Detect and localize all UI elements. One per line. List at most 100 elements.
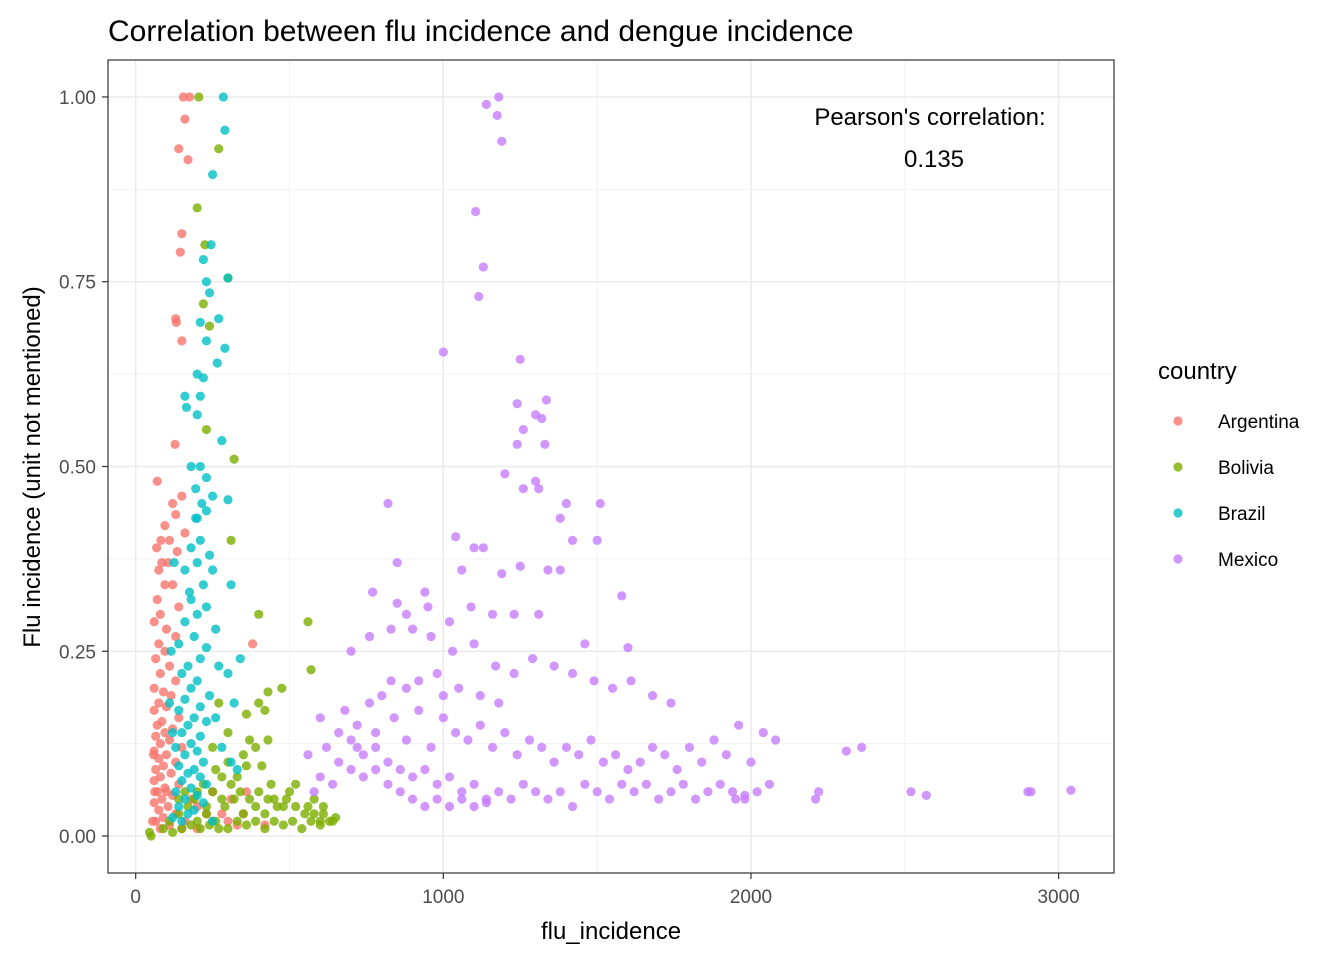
data-point	[195, 654, 205, 664]
data-point	[666, 698, 676, 708]
data-point	[555, 513, 565, 523]
data-point	[171, 509, 181, 520]
data-point	[444, 617, 455, 627]
data-point	[318, 809, 328, 819]
data-points	[144, 92, 1076, 841]
data-point	[277, 683, 287, 693]
x-tick-label: 0	[130, 887, 141, 908]
data-point	[156, 535, 166, 546]
data-point	[617, 779, 627, 789]
data-point	[407, 772, 418, 782]
data-point	[524, 735, 535, 745]
data-point	[220, 801, 230, 812]
data-point	[247, 639, 258, 649]
data-point	[201, 716, 212, 727]
data-point	[146, 831, 156, 841]
data-point	[232, 816, 242, 826]
data-point	[447, 646, 458, 656]
data-point	[660, 750, 670, 760]
data-point	[254, 787, 264, 797]
data-point	[426, 631, 436, 642]
data-point	[451, 727, 461, 738]
data-point	[177, 824, 187, 834]
data-point	[647, 691, 658, 701]
data-point	[727, 787, 738, 797]
data-point	[537, 742, 547, 752]
data-point	[177, 816, 187, 826]
legend-item-argentina: Argentina	[1173, 412, 1300, 433]
data-point	[164, 661, 175, 671]
data-point	[180, 694, 190, 704]
legend-item-mexico: Mexico	[1173, 550, 1278, 571]
data-point	[170, 439, 180, 449]
legend-items: Argentina Bolivia Brazil Mexico	[1173, 412, 1300, 571]
data-point	[346, 735, 356, 745]
chart-title: Correlation between flu incidence and de…	[108, 15, 854, 48]
data-point	[432, 668, 442, 679]
data-point	[810, 794, 821, 804]
data-point	[541, 395, 551, 405]
data-point	[195, 461, 205, 472]
data-point	[420, 587, 430, 597]
data-point	[623, 764, 633, 775]
data-point	[201, 809, 212, 819]
data-point	[241, 709, 252, 719]
data-point	[457, 794, 467, 804]
data-point	[174, 639, 184, 649]
y-axis-ticks: 0.00 0.25 0.50 0.75 1.00	[59, 88, 108, 848]
data-point	[201, 336, 212, 346]
data-point	[206, 240, 216, 250]
data-point	[666, 787, 676, 797]
data-point	[195, 824, 205, 834]
data-point	[214, 314, 224, 324]
data-point	[715, 779, 725, 789]
data-point	[392, 598, 402, 608]
legend-title: country	[1158, 358, 1237, 385]
data-point	[475, 691, 485, 701]
data-point	[168, 812, 178, 823]
data-point	[195, 317, 205, 327]
data-point	[186, 461, 196, 472]
data-point	[315, 713, 325, 723]
y-tick-label: 0.25	[59, 642, 96, 663]
data-point	[383, 779, 393, 789]
data-point	[160, 580, 170, 590]
data-point	[352, 720, 362, 730]
data-point	[260, 705, 270, 716]
data-point	[149, 683, 159, 693]
data-point	[158, 687, 168, 697]
data-point	[198, 373, 208, 383]
data-point	[257, 761, 267, 771]
data-point	[174, 602, 184, 612]
data-point	[454, 683, 464, 693]
data-point	[678, 779, 688, 789]
legend-label: Mexico	[1218, 550, 1278, 571]
grid-lines	[108, 60, 1114, 873]
data-point	[770, 735, 781, 745]
data-point	[171, 317, 181, 327]
data-point	[561, 498, 571, 509]
data-point	[346, 764, 356, 775]
data-point	[432, 794, 442, 804]
data-point	[186, 594, 196, 605]
data-point	[457, 787, 467, 797]
data-point	[518, 424, 528, 435]
data-point	[214, 824, 224, 834]
data-point	[180, 617, 190, 627]
data-point	[515, 354, 525, 364]
data-point	[432, 779, 442, 789]
data-point	[509, 668, 519, 679]
data-point	[154, 639, 164, 649]
data-point	[172, 546, 182, 557]
data-point	[207, 787, 218, 797]
data-point	[340, 705, 350, 716]
data-point	[589, 676, 599, 686]
data-point	[157, 794, 167, 804]
data-point	[492, 110, 502, 121]
data-point	[278, 820, 288, 830]
data-point	[515, 561, 525, 571]
data-point	[152, 476, 162, 486]
data-point	[512, 399, 522, 409]
y-axis-label: Flu incidence (unit not mentioned)	[19, 286, 46, 648]
data-point	[204, 691, 215, 701]
